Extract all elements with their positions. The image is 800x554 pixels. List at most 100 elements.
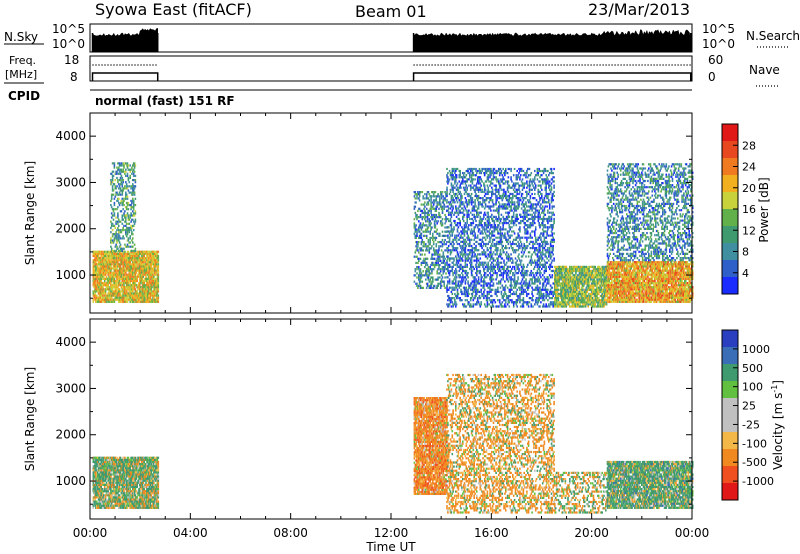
power-echo-cell [476, 199, 479, 202]
power-echo-cell [122, 235, 124, 238]
power-echo-cell [435, 213, 438, 217]
power-echo-cell [486, 305, 489, 308]
power-echo-cell [139, 284, 141, 287]
power-echo-cell [418, 236, 421, 239]
power-echo-cell [470, 297, 473, 300]
power-echo-cell [531, 247, 533, 250]
power-echo-cell [451, 194, 454, 198]
power-echo-cell [512, 213, 515, 216]
power-echo-cell [469, 288, 472, 291]
power-echo-cell [500, 292, 503, 296]
power-echo-cell [484, 167, 487, 171]
power-echo-cell [459, 267, 461, 271]
power-echo-cell [147, 252, 150, 255]
power-echo-cell [465, 257, 468, 260]
power-echo-cell [531, 299, 533, 302]
power-echo-cell [469, 222, 472, 225]
power-echo-cell [506, 211, 509, 214]
power-echo-cell [450, 269, 453, 273]
power-echo-cell [129, 170, 131, 173]
power-echo-cell [125, 229, 127, 232]
power-echo-cell [473, 284, 475, 287]
power-echo-cell [119, 292, 122, 295]
power-echo-cell [454, 288, 456, 291]
power-echo-cell [417, 228, 419, 231]
power-echo-cell [139, 300, 142, 303]
power-echo-cell [491, 303, 494, 306]
power-echo-cell [473, 282, 475, 285]
power-echo-cell [475, 286, 477, 289]
power-echo-cell [502, 224, 504, 227]
power-echo-cell [414, 270, 417, 273]
power-echo-cell [491, 178, 494, 181]
power-echo-cell [475, 263, 477, 266]
power-echo-cell [487, 186, 489, 189]
power-echo-cell [520, 184, 523, 187]
power-echo-cell [448, 219, 451, 223]
power-echo-cell [117, 252, 119, 255]
power-echo-cell [492, 278, 495, 281]
power-echo-cell [453, 278, 455, 281]
power-echo-cell [120, 247, 123, 250]
power-echo-cell [472, 205, 475, 208]
power-echo-cell [110, 277, 113, 280]
power-echo-cell [496, 207, 498, 210]
power-echo-cell [135, 269, 138, 272]
power-echo-cell [430, 216, 432, 219]
power-echo-cell [149, 273, 152, 276]
noise-sky-trace [92, 27, 158, 53]
power-echo-cell [148, 298, 151, 301]
power-echo-cell [152, 254, 154, 258]
power-echo-cell [135, 275, 138, 278]
power-echo-cell [465, 269, 468, 273]
power-echo-cell [110, 263, 113, 266]
power-echo-cell [481, 251, 483, 254]
power-echo-cell [134, 261, 137, 264]
power-echo-cell [518, 172, 520, 175]
power-echo-cell [531, 224, 533, 227]
power-echo-cell [152, 290, 154, 293]
power-echo-cell [113, 286, 116, 289]
power-echo-cell [96, 300, 99, 303]
power-echo-cell [154, 263, 157, 266]
power-echo-cell [117, 214, 119, 217]
power-echo-cell [482, 217, 484, 221]
power-echo-cell [483, 213, 485, 216]
power-echo-cell [480, 203, 482, 206]
power-echo-cell [123, 229, 125, 232]
power-echo-cell [103, 290, 105, 293]
power-echo-cell [114, 208, 117, 211]
power-echo-cell [92, 252, 95, 255]
power-echo-cell [115, 231, 117, 234]
power-echo-cell [96, 257, 99, 260]
power-echo-cell [433, 230, 436, 233]
power-echo-cell [124, 216, 126, 219]
power-echo-cell [480, 217, 482, 221]
power-echo-cell [124, 279, 126, 283]
power-echo-cell [447, 267, 449, 271]
power-echo-cell [146, 252, 149, 255]
power-echo-cell [119, 187, 122, 190]
power-echo-cell [479, 232, 482, 235]
power-echo-cell [123, 212, 125, 215]
power-echo-cell [105, 259, 108, 262]
power-echo-cell [121, 201, 124, 205]
power-echo-cell [125, 216, 127, 219]
power-echo-cell [139, 265, 141, 268]
power-echo-cell [134, 296, 137, 299]
power-echo-cell [153, 277, 155, 280]
power-echo-cell [527, 219, 529, 223]
power-echo-cell [128, 222, 131, 225]
power-echo-cell [125, 298, 128, 301]
power-echo-cell [525, 201, 527, 204]
power-echo-cell [126, 267, 129, 270]
power-echo-cell [507, 297, 510, 300]
power-echo-cell [110, 183, 112, 186]
power-echo-cell [530, 274, 533, 277]
power-echo-cell [455, 263, 457, 266]
power-echo-cell [491, 199, 494, 202]
power-echo-cell [113, 284, 116, 287]
power-echo-cell [459, 251, 461, 254]
power-echo-cell [497, 305, 499, 308]
power-echo-cell [104, 290, 107, 293]
